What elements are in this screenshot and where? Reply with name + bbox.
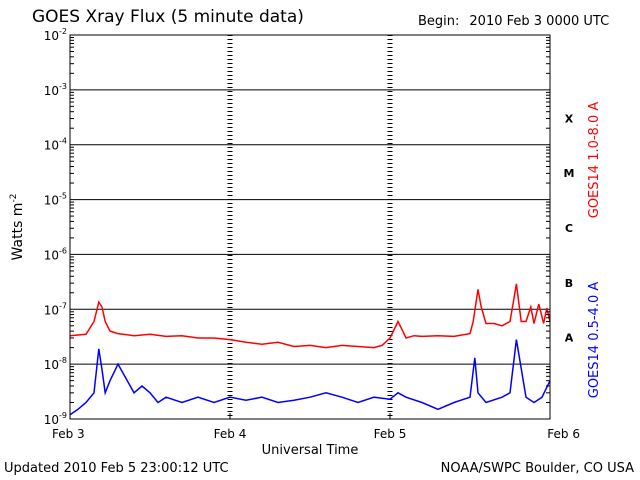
day-separator-ticks: [227, 35, 393, 419]
x-axis-label: Universal Time: [262, 443, 359, 458]
begin-label: Begin:: [418, 14, 460, 29]
plot-frame: [69, 34, 551, 420]
y-tick-label: 10-5: [44, 192, 67, 208]
series-lines: [69, 283, 551, 416]
flare-class-x: X: [565, 112, 574, 125]
flare-class-a: A: [565, 332, 574, 345]
legend-entry: GOES14 0.5-4.0 A: [587, 282, 602, 399]
legend: GOES14 1.0-8.0 A GOES14 0.5-4.0 A: [587, 102, 602, 399]
flare-class-m: M: [564, 167, 575, 180]
y-axis-label-exponent: -2: [9, 194, 19, 203]
x-axis-ticks: Feb 3 Feb 4 Feb 5 Feb 6: [52, 413, 580, 441]
flare-class-b: B: [565, 277, 573, 290]
updated-timestamp: Updated 2010 Feb 5 23:00:12 UTC: [4, 461, 229, 476]
chart-title: GOES Xray Flux (5 minute data): [32, 7, 304, 27]
y-tick-label: 10-2: [44, 27, 67, 43]
series-short-line: [69, 339, 551, 416]
y-axis-label: Watts m-2: [9, 194, 26, 261]
y-tick-label: 10-9: [44, 411, 67, 427]
begin-time: Begin: 2010 Feb 3 0000 UTC: [418, 14, 609, 29]
series-long-line: [69, 283, 551, 349]
y-tick-label: 10-4: [44, 137, 67, 153]
y-tick-label: 10-8: [44, 356, 67, 372]
x-tick-label: Feb 3: [52, 427, 85, 441]
credit-text: NOAA/SWPC Boulder, CO USA: [440, 461, 634, 476]
y-tick-label: 10-6: [44, 246, 67, 262]
begin-value: 2010 Feb 3 0000 UTC: [469, 14, 610, 29]
flare-class-labels: X M C B A: [564, 112, 575, 344]
x-tick-label: Feb 6: [547, 427, 580, 441]
grid-lines: [70, 34, 550, 420]
y-tick-label: 10-3: [44, 82, 67, 98]
y-tick-label: 10-7: [44, 301, 67, 317]
x-tick-label: Feb 4: [214, 427, 247, 441]
x-tick-label: Feb 5: [374, 427, 407, 441]
y-axis-label-base: Watts m: [10, 203, 26, 261]
flare-class-c: C: [565, 222, 573, 235]
legend-entry: GOES14 1.0-8.0 A: [587, 102, 602, 219]
